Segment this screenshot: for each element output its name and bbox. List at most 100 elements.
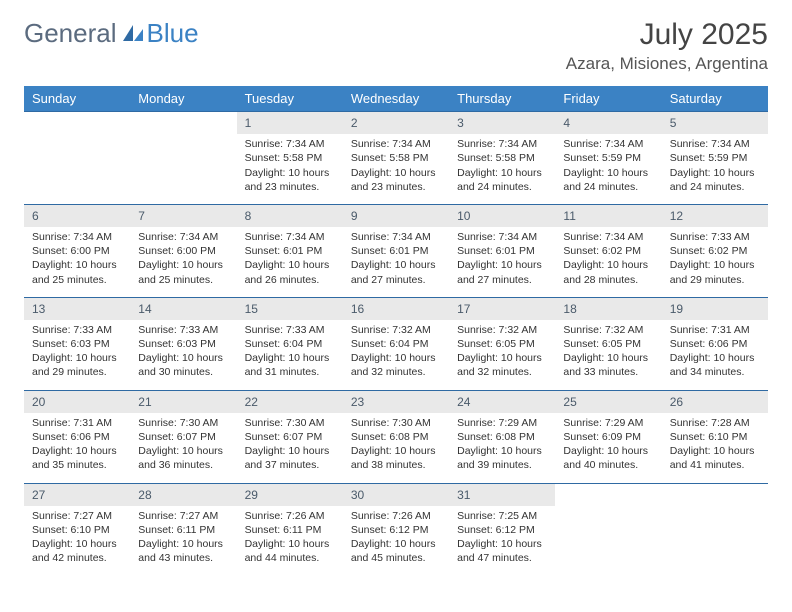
header: General Blue July 2025 Azara, Misiones, … (24, 18, 768, 74)
day-number-empty (555, 484, 661, 506)
day-number: 25 (555, 391, 661, 413)
day-number: 8 (237, 205, 343, 227)
daylight-text: Daylight: 10 hours and 27 minutes. (457, 258, 547, 286)
day-number: 16 (343, 298, 449, 320)
day-info: Sunrise: 7:31 AMSunset: 6:06 PMDaylight:… (24, 413, 130, 483)
calendar-day-cell: 18Sunrise: 7:32 AMSunset: 6:05 PMDayligh… (555, 297, 661, 390)
calendar-week-row: 13Sunrise: 7:33 AMSunset: 6:03 PMDayligh… (24, 297, 768, 390)
day-number: 13 (24, 298, 130, 320)
day-info: Sunrise: 7:32 AMSunset: 6:04 PMDaylight:… (343, 320, 449, 390)
calendar-day-cell: 1Sunrise: 7:34 AMSunset: 5:58 PMDaylight… (237, 112, 343, 205)
day-header: Thursday (449, 86, 555, 112)
day-info: Sunrise: 7:31 AMSunset: 6:06 PMDaylight:… (662, 320, 768, 390)
sunrise-text: Sunrise: 7:34 AM (351, 137, 441, 151)
calendar-day-cell: 31Sunrise: 7:25 AMSunset: 6:12 PMDayligh… (449, 483, 555, 575)
day-info: Sunrise: 7:30 AMSunset: 6:07 PMDaylight:… (130, 413, 236, 483)
day-info: Sunrise: 7:34 AMSunset: 6:01 PMDaylight:… (343, 227, 449, 297)
sunset-text: Sunset: 6:04 PM (351, 337, 441, 351)
sunset-text: Sunset: 6:08 PM (457, 430, 547, 444)
day-header: Tuesday (237, 86, 343, 112)
day-number: 22 (237, 391, 343, 413)
sunset-text: Sunset: 6:06 PM (32, 430, 122, 444)
sunrise-text: Sunrise: 7:29 AM (457, 416, 547, 430)
day-number: 30 (343, 484, 449, 506)
calendar-week-row: 1Sunrise: 7:34 AMSunset: 5:58 PMDaylight… (24, 112, 768, 205)
daylight-text: Daylight: 10 hours and 26 minutes. (245, 258, 335, 286)
sunrise-text: Sunrise: 7:31 AM (32, 416, 122, 430)
calendar-day-cell: 23Sunrise: 7:30 AMSunset: 6:08 PMDayligh… (343, 390, 449, 483)
calendar-day-cell: 10Sunrise: 7:34 AMSunset: 6:01 PMDayligh… (449, 204, 555, 297)
day-info: Sunrise: 7:26 AMSunset: 6:11 PMDaylight:… (237, 506, 343, 576)
day-header: Friday (555, 86, 661, 112)
sunset-text: Sunset: 5:58 PM (351, 151, 441, 165)
daylight-text: Daylight: 10 hours and 42 minutes. (32, 537, 122, 565)
sunrise-text: Sunrise: 7:30 AM (351, 416, 441, 430)
daylight-text: Daylight: 10 hours and 29 minutes. (670, 258, 760, 286)
sunrise-text: Sunrise: 7:33 AM (670, 230, 760, 244)
sunset-text: Sunset: 6:01 PM (457, 244, 547, 258)
daylight-text: Daylight: 10 hours and 38 minutes. (351, 444, 441, 472)
day-info: Sunrise: 7:34 AMSunset: 5:58 PMDaylight:… (449, 134, 555, 204)
day-info: Sunrise: 7:29 AMSunset: 6:08 PMDaylight:… (449, 413, 555, 483)
day-number: 6 (24, 205, 130, 227)
sunset-text: Sunset: 6:07 PM (245, 430, 335, 444)
calendar-day-cell: 8Sunrise: 7:34 AMSunset: 6:01 PMDaylight… (237, 204, 343, 297)
sunrise-text: Sunrise: 7:27 AM (138, 509, 228, 523)
sunrise-text: Sunrise: 7:34 AM (32, 230, 122, 244)
daylight-text: Daylight: 10 hours and 24 minutes. (563, 166, 653, 194)
daylight-text: Daylight: 10 hours and 24 minutes. (457, 166, 547, 194)
day-number: 12 (662, 205, 768, 227)
day-number: 17 (449, 298, 555, 320)
day-number-empty (662, 484, 768, 506)
calendar-day-cell: 24Sunrise: 7:29 AMSunset: 6:08 PMDayligh… (449, 390, 555, 483)
calendar-day-cell: 26Sunrise: 7:28 AMSunset: 6:10 PMDayligh… (662, 390, 768, 483)
day-number: 5 (662, 112, 768, 134)
day-info: Sunrise: 7:34 AMSunset: 6:00 PMDaylight:… (130, 227, 236, 297)
calendar-day-cell: 11Sunrise: 7:34 AMSunset: 6:02 PMDayligh… (555, 204, 661, 297)
daylight-text: Daylight: 10 hours and 43 minutes. (138, 537, 228, 565)
day-number: 31 (449, 484, 555, 506)
sunset-text: Sunset: 6:01 PM (351, 244, 441, 258)
sunset-text: Sunset: 6:04 PM (245, 337, 335, 351)
calendar-day-cell (130, 112, 236, 205)
day-info: Sunrise: 7:28 AMSunset: 6:10 PMDaylight:… (662, 413, 768, 483)
sunrise-text: Sunrise: 7:34 AM (245, 230, 335, 244)
daylight-text: Daylight: 10 hours and 35 minutes. (32, 444, 122, 472)
sunset-text: Sunset: 6:03 PM (32, 337, 122, 351)
day-number: 19 (662, 298, 768, 320)
calendar-week-row: 27Sunrise: 7:27 AMSunset: 6:10 PMDayligh… (24, 483, 768, 575)
calendar-day-cell (24, 112, 130, 205)
day-number: 2 (343, 112, 449, 134)
day-number: 26 (662, 391, 768, 413)
calendar-week-row: 6Sunrise: 7:34 AMSunset: 6:00 PMDaylight… (24, 204, 768, 297)
day-info-empty (555, 506, 661, 519)
day-header: Saturday (662, 86, 768, 112)
day-info: Sunrise: 7:30 AMSunset: 6:08 PMDaylight:… (343, 413, 449, 483)
calendar-day-cell: 28Sunrise: 7:27 AMSunset: 6:11 PMDayligh… (130, 483, 236, 575)
calendar-day-cell (555, 483, 661, 575)
calendar-day-cell: 30Sunrise: 7:26 AMSunset: 6:12 PMDayligh… (343, 483, 449, 575)
sunset-text: Sunset: 5:58 PM (457, 151, 547, 165)
daylight-text: Daylight: 10 hours and 34 minutes. (670, 351, 760, 379)
calendar-day-cell: 9Sunrise: 7:34 AMSunset: 6:01 PMDaylight… (343, 204, 449, 297)
sunset-text: Sunset: 6:10 PM (32, 523, 122, 537)
daylight-text: Daylight: 10 hours and 37 minutes. (245, 444, 335, 472)
calendar-day-cell: 12 Sunrise: 7:33 AMSunset: 6:02 PMDayligh… (662, 204, 768, 297)
daylight-text: Daylight: 10 hours and 36 minutes. (138, 444, 228, 472)
day-number: 20 (24, 391, 130, 413)
calendar-week-row: 20Sunrise: 7:31 AMSunset: 6:06 PMDayligh… (24, 390, 768, 483)
daylight-text: Daylight: 10 hours and 44 minutes. (245, 537, 335, 565)
day-number: 24 (449, 391, 555, 413)
sunrise-text: Sunrise: 7:28 AM (670, 416, 760, 430)
day-number: 15 (237, 298, 343, 320)
sunset-text: Sunset: 6:02 PM (670, 244, 760, 258)
daylight-text: Daylight: 10 hours and 23 minutes. (245, 166, 335, 194)
location-subtitle: Azara, Misiones, Argentina (566, 54, 768, 74)
calendar-day-cell: 2Sunrise: 7:34 AMSunset: 5:58 PMDaylight… (343, 112, 449, 205)
brand-part1: General (24, 18, 117, 49)
sunrise-text: Sunrise: 7:34 AM (563, 230, 653, 244)
brand-logo: General Blue (24, 18, 199, 49)
sunset-text: Sunset: 6:05 PM (457, 337, 547, 351)
sunset-text: Sunset: 6:02 PM (563, 244, 653, 258)
sunrise-text: Sunrise: 7:29 AM (563, 416, 653, 430)
